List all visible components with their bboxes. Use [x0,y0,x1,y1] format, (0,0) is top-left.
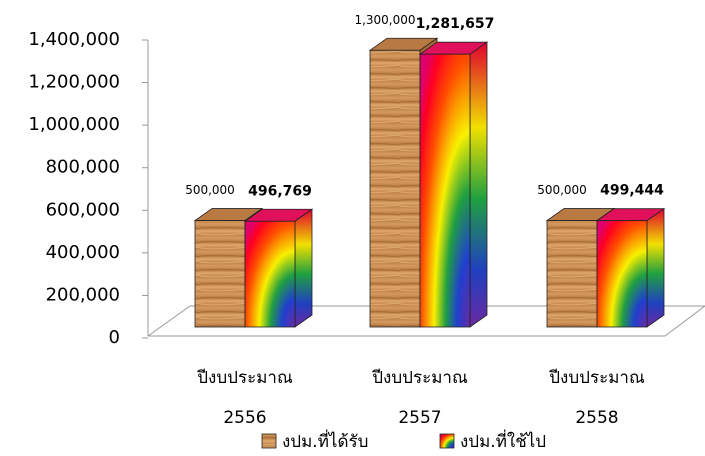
y-tick-label: 1,000,000 [28,114,120,135]
bar [546,220,598,328]
x-tick-label: 2556 [223,408,266,428]
y-tick-label: 400,000 [46,242,120,263]
y-tick-label: 0 [109,327,120,348]
data-label: 496,769 [248,183,312,199]
x-tick-label: ปีงบประมาณ [548,368,645,388]
data-label: 1,281,657 [416,16,495,32]
data-label: 500,000 [185,183,235,197]
bar-side [294,208,313,328]
floor [147,305,705,337]
bar [369,49,421,328]
y-tick-label: 200,000 [46,284,120,305]
y-tick-label: 1,200,000 [28,72,120,93]
legend-label: งปม.ที่ได้รับ [282,429,368,452]
legend-swatch [261,433,277,449]
y-tick-label: 800,000 [46,157,120,178]
data-label: 1,300,000 [354,13,415,27]
y-tick-label: 1,400,000 [28,29,120,50]
bar [194,220,246,328]
data-label: 499,444 [600,183,664,199]
x-tick-label: ปีงบประมาณ [371,368,468,388]
data-label: 500,000 [537,183,587,197]
legend-swatch [439,433,455,449]
bar-side [646,207,665,328]
x-tick-label: 2557 [398,408,441,428]
bar [596,220,648,328]
bar-side [469,41,488,328]
x-tick-label: ปีงบประมาณ [196,368,293,388]
legend-label: งปม.ที่ใช้ไป [460,429,546,452]
x-tick-label: 2558 [575,408,618,428]
bar [244,220,296,328]
y-tick-label: 600,000 [46,199,120,220]
bar [419,53,471,328]
